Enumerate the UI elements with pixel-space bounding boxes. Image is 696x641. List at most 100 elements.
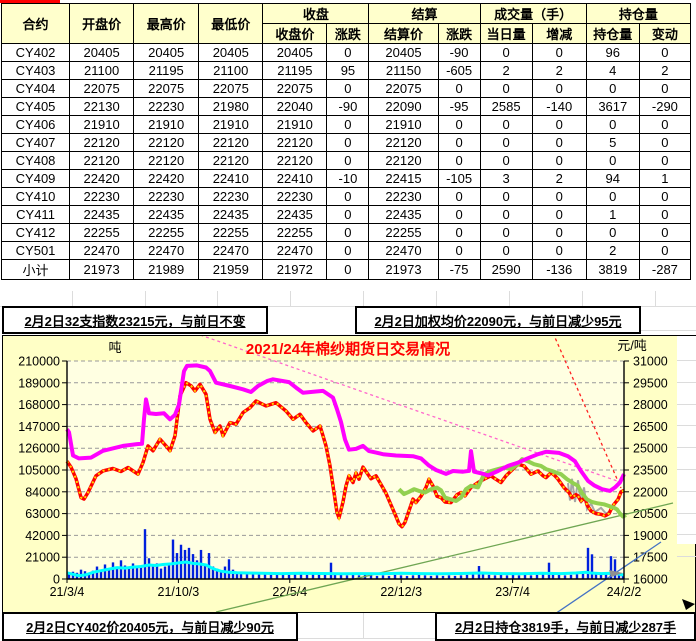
- cell-CY408-最低价[interactable]: 22120: [198, 151, 264, 170]
- cell-CY501-增减[interactable]: 0: [531, 241, 587, 260]
- cell-CY403-涨跌[interactable]: -605: [437, 61, 481, 80]
- cell-CY412-合约[interactable]: CY412: [0, 223, 71, 242]
- cell-CY405-合约[interactable]: CY405: [0, 97, 71, 116]
- cell-CY405-变动[interactable]: -290: [638, 97, 692, 116]
- cell-CY402-当日量[interactable]: 0: [479, 43, 533, 62]
- cell-CY501-结算价[interactable]: 22470: [368, 241, 439, 260]
- cell-CY411-涨跌[interactable]: 0: [437, 205, 481, 224]
- cell-CY403-增减[interactable]: 2: [531, 61, 587, 80]
- cell-CY404-合约[interactable]: CY404: [0, 79, 71, 98]
- cell-CY402-涨跌[interactable]: 0: [326, 43, 370, 62]
- cell-CY412-增减[interactable]: 0: [531, 223, 587, 242]
- cell-CY402-收盘价[interactable]: 20405: [262, 43, 328, 62]
- cell-CY501-持仓量[interactable]: 2: [585, 241, 640, 260]
- cell-CY404-结算价[interactable]: 22075: [368, 79, 439, 98]
- col-header-7[interactable]: 涨跌: [437, 23, 481, 44]
- cell-CY410-增减[interactable]: 0: [531, 187, 587, 206]
- cell-CY407-持仓量[interactable]: 5: [585, 133, 640, 152]
- cell-CY402-持仓量[interactable]: 96: [585, 43, 640, 62]
- cell-CY501-收盘价[interactable]: 22470: [262, 241, 328, 260]
- cell-CY403-合约[interactable]: CY403: [0, 61, 71, 80]
- cell-CY405-结算价[interactable]: 22090: [368, 97, 439, 116]
- cell-CY408-开盘价[interactable]: 22120: [69, 151, 135, 170]
- cell-CY405-当日量[interactable]: 2585: [479, 97, 533, 116]
- cell-CY410-涨跌[interactable]: 0: [326, 187, 370, 206]
- cell-CY402-最低价[interactable]: 20405: [198, 43, 264, 62]
- cell-CY408-涨跌[interactable]: 0: [326, 151, 370, 170]
- cell-CY412-最高价[interactable]: 22255: [133, 223, 200, 242]
- cell-CY402-结算价[interactable]: 20405: [368, 43, 439, 62]
- cell-CY412-变动[interactable]: 0: [638, 223, 692, 242]
- note-cy402-box[interactable]: 2月2日CY402价20405元，与前日减少90元: [2, 612, 298, 641]
- cell-CY407-最低价[interactable]: 22120: [198, 133, 264, 152]
- col-header-2[interactable]: 最高价: [133, 3, 200, 44]
- cell-CY407-涨跌[interactable]: 0: [326, 133, 370, 152]
- cell-CY410-当日量[interactable]: 0: [479, 187, 533, 206]
- cell-CY412-收盘价[interactable]: 22255: [262, 223, 328, 242]
- cell-小计-当日量[interactable]: 2590: [479, 259, 533, 280]
- cell-CY409-收盘价[interactable]: 22410: [262, 169, 328, 188]
- cell-CY501-开盘价[interactable]: 22470: [69, 241, 135, 260]
- cell-CY411-持仓量[interactable]: 1: [585, 205, 640, 224]
- cell-CY405-最高价[interactable]: 22230: [133, 97, 200, 116]
- cell-CY403-涨跌[interactable]: 95: [326, 61, 370, 80]
- cell-小计-增减[interactable]: -136: [531, 259, 587, 280]
- cell-CY409-变动[interactable]: 1: [638, 169, 692, 188]
- cell-CY408-增减[interactable]: 0: [531, 151, 587, 170]
- cell-CY404-收盘价[interactable]: 22075: [262, 79, 328, 98]
- cell-CY404-持仓量[interactable]: 0: [585, 79, 640, 98]
- cell-CY406-增减[interactable]: 0: [531, 115, 587, 134]
- cell-CY405-收盘价[interactable]: 22040: [262, 97, 328, 116]
- cell-CY406-持仓量[interactable]: 0: [585, 115, 640, 134]
- cell-小计-变动[interactable]: -287: [638, 259, 692, 280]
- cell-CY403-持仓量[interactable]: 4: [585, 61, 640, 80]
- futures-daily-chart[interactable]: 210000 31000 189000 29500 168000 28000 147000 2…: [2, 330, 696, 638]
- group-header-3[interactable]: 持仓量: [585, 3, 692, 24]
- cell-CY411-收盘价[interactable]: 22435: [262, 205, 328, 224]
- cell-CY409-合约[interactable]: CY409: [0, 169, 71, 188]
- cell-CY408-收盘价[interactable]: 22120: [262, 151, 328, 170]
- cell-CY406-开盘价[interactable]: 21910: [69, 115, 135, 134]
- cell-CY407-当日量[interactable]: 0: [479, 133, 533, 152]
- cell-CY408-涨跌[interactable]: 0: [437, 151, 481, 170]
- note-weighted-avg-box[interactable]: 2月2日加权均价22090元，与前日减少95元: [355, 306, 641, 334]
- cell-CY405-最低价[interactable]: 21980: [198, 97, 264, 116]
- cell-CY410-合约[interactable]: CY410: [0, 187, 71, 206]
- futures-price-table[interactable]: 合约 开盘价 最高价 最低价 收盘 结算 成交量（手） 持仓量 收盘价 涨跌 结算价 涨跌 当日量 增减持…: [0, 3, 692, 280]
- cell-CY409-增减[interactable]: 2: [531, 169, 587, 188]
- cell-小计-结算价[interactable]: 21973: [368, 259, 439, 280]
- cell-CY412-结算价[interactable]: 22255: [368, 223, 439, 242]
- cell-CY412-涨跌[interactable]: 0: [326, 223, 370, 242]
- cell-CY408-持仓量[interactable]: 0: [585, 151, 640, 170]
- cell-CY411-增减[interactable]: 0: [531, 205, 587, 224]
- col-header-4[interactable]: 收盘价: [262, 23, 328, 44]
- cell-小计-最低价[interactable]: 21959: [198, 259, 264, 280]
- cell-CY404-最低价[interactable]: 22075: [198, 79, 264, 98]
- cell-CY404-涨跌[interactable]: 0: [437, 79, 481, 98]
- cell-CY408-合约[interactable]: CY408: [0, 151, 71, 170]
- cell-CY412-最低价[interactable]: 22255: [198, 223, 264, 242]
- cell-CY407-增减[interactable]: 0: [531, 133, 587, 152]
- cell-CY411-变动[interactable]: 0: [638, 205, 692, 224]
- cell-小计-涨跌[interactable]: 0: [326, 259, 370, 280]
- cell-CY408-最高价[interactable]: 22120: [133, 151, 200, 170]
- cell-CY406-变动[interactable]: 0: [638, 115, 692, 134]
- cell-CY406-涨跌[interactable]: 0: [437, 115, 481, 134]
- cell-CY410-变动[interactable]: 0: [638, 187, 692, 206]
- note-open-interest-box[interactable]: 2月2日持仓3819手，与前日减少287手: [435, 612, 696, 641]
- cell-CY409-涨跌[interactable]: -105: [437, 169, 481, 188]
- cell-CY404-变动[interactable]: 0: [638, 79, 692, 98]
- cell-CY411-涨跌[interactable]: 0: [326, 205, 370, 224]
- cell-小计-合约[interactable]: 小计: [0, 259, 71, 280]
- cell-CY409-持仓量[interactable]: 94: [585, 169, 640, 188]
- col-header-1[interactable]: 开盘价: [69, 3, 135, 44]
- cell-CY412-持仓量[interactable]: 0: [585, 223, 640, 242]
- cell-CY402-开盘价[interactable]: 20405: [69, 43, 135, 62]
- cell-CY410-持仓量[interactable]: 0: [585, 187, 640, 206]
- col-header-8[interactable]: 当日量: [479, 23, 533, 44]
- cell-CY408-当日量[interactable]: 0: [479, 151, 533, 170]
- col-header-6[interactable]: 结算价: [368, 23, 439, 44]
- cell-CY411-最高价[interactable]: 22435: [133, 205, 200, 224]
- cell-小计-开盘价[interactable]: 21973: [69, 259, 135, 280]
- cell-CY403-变动[interactable]: 2: [638, 61, 692, 80]
